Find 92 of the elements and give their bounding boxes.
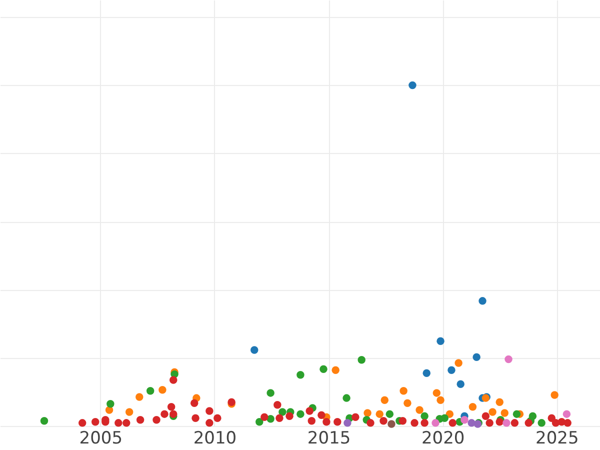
- point: [454, 359, 462, 367]
- point: [206, 419, 214, 427]
- point: [342, 394, 350, 402]
- point: [510, 419, 519, 427]
- x-tick-label: 2020: [421, 428, 465, 448]
- point: [358, 356, 366, 364]
- point: [364, 409, 372, 417]
- point: [512, 410, 521, 418]
- point: [408, 81, 416, 90]
- point: [125, 408, 134, 416]
- point: [274, 401, 282, 409]
- point: [446, 410, 454, 418]
- point: [432, 419, 440, 427]
- point: [416, 406, 424, 414]
- point: [136, 416, 144, 424]
- point: [376, 410, 384, 418]
- point: [468, 403, 477, 411]
- point: [448, 366, 456, 374]
- point: [502, 419, 510, 427]
- point: [40, 417, 48, 425]
- x-tick-label: 2015: [307, 428, 351, 448]
- point: [432, 389, 441, 397]
- point: [456, 380, 464, 388]
- point: [552, 419, 560, 427]
- point: [386, 410, 394, 418]
- point: [564, 419, 572, 427]
- point: [436, 337, 444, 346]
- point: [266, 389, 274, 397]
- point: [308, 417, 316, 425]
- point: [214, 414, 222, 422]
- point: [478, 297, 486, 305]
- point: [562, 410, 571, 418]
- point: [136, 393, 144, 401]
- point: [286, 412, 294, 420]
- point: [318, 411, 326, 419]
- point: [190, 399, 198, 408]
- point: [296, 410, 304, 418]
- point: [250, 346, 258, 354]
- point: [206, 407, 214, 415]
- point: [320, 365, 328, 373]
- point: [366, 419, 374, 427]
- point: [486, 419, 494, 427]
- point: [436, 396, 444, 404]
- point: [460, 416, 468, 424]
- point: [256, 418, 264, 426]
- point: [524, 419, 532, 427]
- point: [296, 371, 304, 379]
- point: [388, 420, 396, 428]
- point: [422, 369, 430, 378]
- point: [278, 408, 286, 416]
- point: [334, 418, 342, 426]
- point: [158, 386, 166, 394]
- point: [306, 407, 314, 415]
- point: [420, 412, 428, 420]
- point: [482, 412, 490, 420]
- point: [192, 414, 200, 422]
- point: [472, 353, 480, 362]
- point: [160, 410, 168, 418]
- point: [500, 409, 509, 417]
- point: [550, 391, 558, 399]
- point: [167, 403, 176, 411]
- point: [380, 396, 389, 404]
- point: [352, 413, 360, 422]
- point: [260, 413, 268, 422]
- x-tick-label: 2010: [193, 428, 237, 448]
- point: [266, 414, 274, 423]
- point: [448, 419, 456, 427]
- point: [91, 418, 100, 426]
- point: [106, 400, 114, 408]
- point: [114, 419, 122, 427]
- point: [398, 417, 407, 425]
- point: [332, 366, 340, 374]
- point: [152, 416, 160, 424]
- point: [420, 419, 428, 427]
- point: [410, 419, 418, 427]
- point: [146, 387, 154, 395]
- point: [344, 419, 352, 427]
- point: [276, 414, 284, 422]
- point: [122, 419, 130, 427]
- point: [78, 419, 86, 427]
- point: [170, 376, 178, 384]
- point: [322, 418, 330, 426]
- point: [496, 398, 504, 406]
- point: [404, 399, 412, 408]
- x-tick-label: 2005: [79, 428, 123, 448]
- point: [488, 408, 496, 416]
- point: [504, 355, 512, 364]
- point: [400, 387, 408, 395]
- point: [440, 414, 449, 422]
- x-tick-label: 2025: [536, 428, 579, 448]
- point: [380, 417, 388, 425]
- point: [538, 419, 546, 427]
